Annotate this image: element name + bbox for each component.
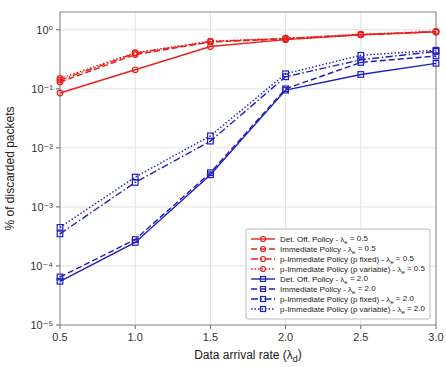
legend-line bbox=[251, 288, 275, 289]
legend-marker bbox=[261, 267, 266, 272]
point bbox=[57, 274, 63, 280]
point bbox=[283, 86, 289, 92]
x-tick bbox=[60, 325, 61, 329]
series-line bbox=[60, 32, 436, 81]
legend-label: Immediate Policy - λe = 2.0 bbox=[280, 284, 376, 294]
point bbox=[208, 38, 214, 44]
legend-label: p-Immediate Policy (p fixed) - λe = 2.0 bbox=[280, 294, 414, 304]
point bbox=[57, 90, 63, 96]
point bbox=[358, 52, 364, 58]
point bbox=[358, 72, 364, 78]
legend-box bbox=[246, 229, 430, 319]
point bbox=[283, 71, 289, 77]
legend-label: Det. Off. Policy - λe = 0.5 bbox=[280, 234, 368, 244]
y-grid-line bbox=[60, 147, 436, 148]
y-tick bbox=[56, 88, 60, 89]
series bbox=[57, 29, 439, 83]
y-tick-label: 10⁻¹ bbox=[31, 83, 53, 95]
legend-label: Immediate Policy - λe = 0.5 bbox=[280, 244, 376, 254]
y-tick bbox=[56, 147, 60, 148]
y-tick-label: 10⁻² bbox=[31, 142, 53, 154]
series-line bbox=[60, 51, 436, 233]
point bbox=[57, 231, 63, 237]
y-tick-label: 10⁻³ bbox=[31, 201, 53, 213]
legend-marker bbox=[261, 307, 266, 312]
legend-line bbox=[251, 248, 275, 249]
legend-line bbox=[251, 278, 275, 279]
x-tick bbox=[135, 325, 136, 329]
y-tick-label: 10⁰ bbox=[36, 24, 53, 36]
point bbox=[57, 76, 63, 82]
legend-line bbox=[251, 308, 275, 309]
y-tick bbox=[56, 325, 60, 326]
legend-label: p-Immediate Policy (p fixed) - λe = 0.5 bbox=[280, 254, 414, 264]
legend: Det. Off. Policy - λe = 0.5Immediate Pol… bbox=[246, 229, 430, 319]
legend-marker bbox=[261, 237, 266, 242]
point bbox=[132, 174, 138, 180]
point bbox=[132, 237, 138, 243]
y-tick-label: 10⁻⁴ bbox=[30, 260, 53, 272]
x-tick-label: 1.0 bbox=[128, 331, 143, 343]
y-tick-label: 10⁻⁵ bbox=[30, 319, 53, 331]
series-line bbox=[60, 50, 436, 227]
y-grid-line bbox=[60, 206, 436, 207]
legend-line bbox=[251, 238, 275, 239]
y-tick bbox=[56, 265, 60, 266]
legend-marker bbox=[261, 247, 266, 252]
legend-label: Det. Off. Policy - λe = 2.0 bbox=[280, 274, 368, 284]
point bbox=[433, 61, 439, 67]
grid bbox=[60, 12, 436, 325]
legend-marker bbox=[261, 297, 266, 302]
y-grid-line bbox=[60, 88, 436, 89]
x-tick bbox=[360, 325, 361, 329]
series bbox=[57, 47, 439, 230]
x-tick-label: 2.0 bbox=[278, 331, 293, 343]
series bbox=[57, 29, 439, 82]
plot-frame bbox=[60, 12, 436, 325]
point bbox=[132, 50, 138, 56]
axes: 10⁻⁵ 10⁻⁴ 10⁻³ 10⁻² 10⁻¹ 10⁰ 0.5 1.0 1.5 2.0 2.5 3.… bbox=[30, 12, 443, 343]
y-grid-line bbox=[60, 29, 436, 30]
x-tick-label: 0.5 bbox=[52, 331, 67, 343]
x-axis-label: Data arrival rate (λd) bbox=[194, 347, 302, 364]
y-tick bbox=[56, 206, 60, 207]
point bbox=[132, 67, 138, 73]
point bbox=[208, 170, 214, 176]
point bbox=[283, 35, 289, 41]
point bbox=[57, 225, 63, 231]
chart: 10⁻⁵ 10⁻⁴ 10⁻³ 10⁻² 10⁻¹ 10⁰ 0.5 1.0 1.5 2.0 2.5 3.… bbox=[0, 0, 446, 367]
series-line bbox=[60, 32, 436, 82]
y-axis-label: % of discarded packets bbox=[3, 106, 17, 230]
x-tick-label: 2.5 bbox=[353, 331, 368, 343]
legend-label: p-Immediate Policy (p variable) - λe = 0… bbox=[280, 264, 426, 274]
series-line bbox=[60, 32, 436, 93]
y-tick bbox=[56, 29, 60, 30]
x-tick bbox=[210, 325, 211, 329]
x-tick-label: 3.0 bbox=[428, 331, 443, 343]
legend-line bbox=[251, 268, 275, 269]
series bbox=[57, 29, 439, 96]
point bbox=[433, 29, 439, 35]
point bbox=[433, 47, 439, 53]
x-grid-line bbox=[210, 12, 211, 325]
series bbox=[57, 29, 439, 85]
legend-line bbox=[251, 258, 275, 259]
x-grid-line bbox=[135, 12, 136, 325]
series bbox=[57, 49, 439, 237]
legend-marker bbox=[261, 287, 266, 292]
legend-marker bbox=[261, 277, 266, 282]
legend-line bbox=[251, 298, 275, 299]
x-tick bbox=[285, 325, 286, 329]
plot-area bbox=[60, 12, 436, 325]
point bbox=[208, 133, 214, 139]
legend-marker bbox=[261, 257, 266, 262]
x-tick-label: 1.5 bbox=[203, 331, 218, 343]
legend-label: p-Immediate Policy (p variable) - λe = 2… bbox=[280, 304, 426, 314]
x-tick bbox=[436, 325, 437, 329]
point bbox=[358, 31, 364, 37]
